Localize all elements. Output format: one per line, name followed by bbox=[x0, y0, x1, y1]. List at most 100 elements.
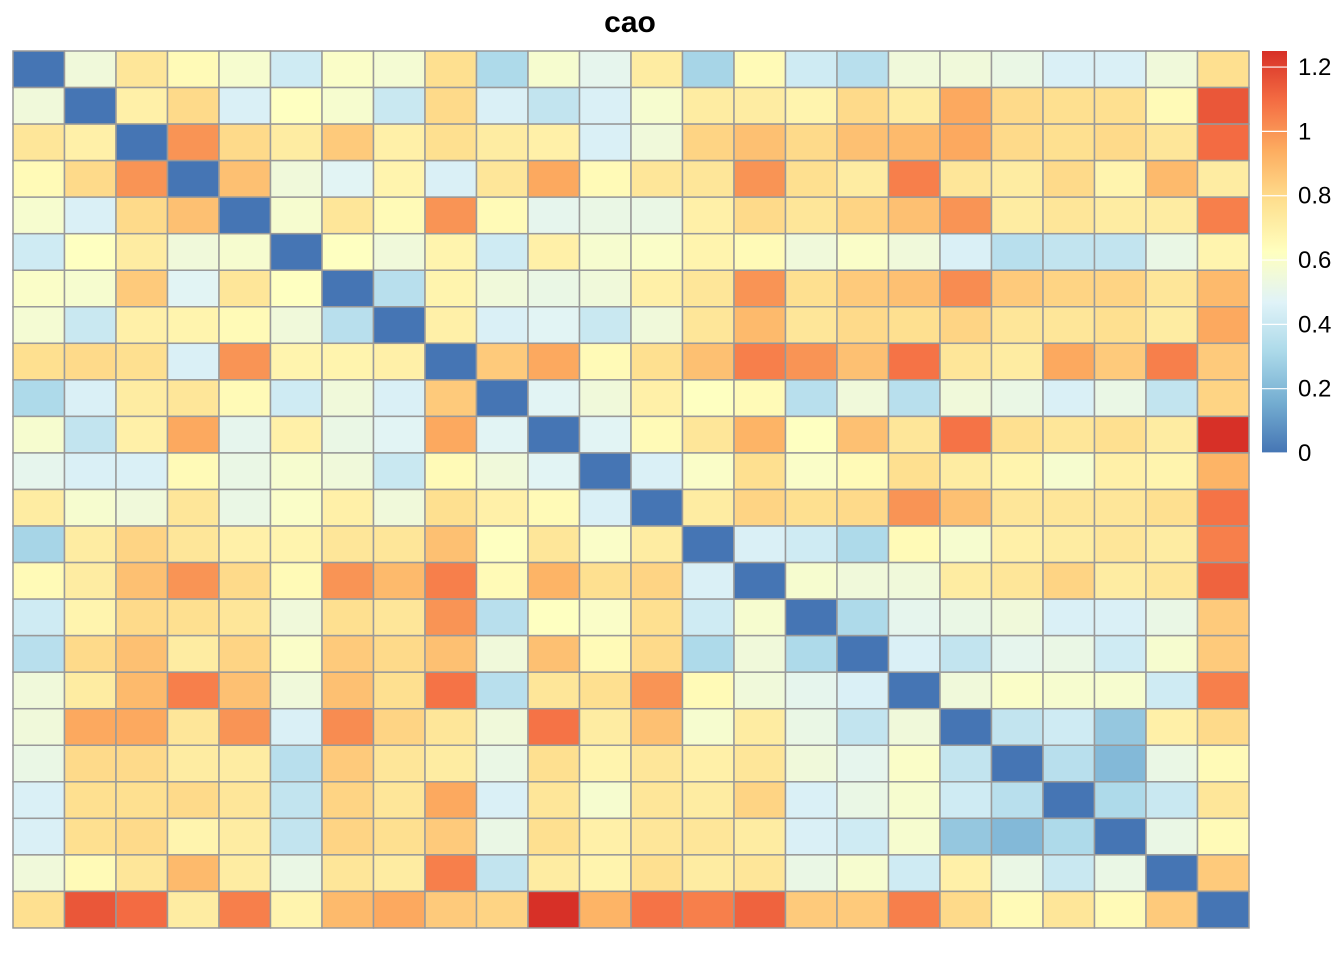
heatmap-cell-r7-c9 bbox=[475, 306, 529, 345]
heatmap-cell-r12-c1 bbox=[63, 488, 117, 527]
heatmap-cell-r1-c8 bbox=[424, 86, 478, 125]
heatmap-cell-r1-c23 bbox=[1196, 86, 1250, 125]
heatmap-cell-r17-c22 bbox=[1145, 671, 1199, 710]
heatmap-cell-r6-c16 bbox=[836, 269, 890, 308]
heatmap-cell-r12-c12 bbox=[630, 488, 684, 527]
heatmap-cell-r19-c5 bbox=[269, 744, 323, 783]
heatmap-cell-r22-c21 bbox=[1093, 854, 1147, 893]
heatmap-cell-r23-c15 bbox=[784, 890, 838, 929]
heatmap-cell-r20-c19 bbox=[990, 781, 1044, 820]
heatmap-cell-r20-c22 bbox=[1145, 781, 1199, 820]
heatmap-cell-r15-c21 bbox=[1093, 598, 1147, 637]
heatmap-cell-r8-c6 bbox=[321, 342, 375, 381]
heatmap-cell-r3-c17 bbox=[887, 159, 941, 198]
heatmap-cell-r23-c1 bbox=[63, 890, 117, 929]
heatmap-cell-r15-c18 bbox=[939, 598, 993, 637]
heatmap-cell-r15-c22 bbox=[1145, 598, 1199, 637]
heatmap-cell-r4-c17 bbox=[887, 196, 941, 235]
heatmap-cell-r17-c17 bbox=[887, 671, 941, 710]
heatmap-cell-r19-c20 bbox=[1042, 744, 1096, 783]
heatmap-cell-r22-c23 bbox=[1196, 854, 1250, 893]
heatmap-cell-r13-c15 bbox=[784, 525, 838, 564]
heatmap-cell-r6-c22 bbox=[1145, 269, 1199, 308]
colorbar-tick-label: 1 bbox=[1298, 118, 1311, 145]
heatmap-cell-r13-c10 bbox=[527, 525, 581, 564]
heatmap-cell-r6-c11 bbox=[578, 269, 632, 308]
colorbar-ticks: 0 0.2 0.4 0.6 0.8 1 1.2 bbox=[1262, 54, 1331, 467]
heatmap-cell-r14-c14 bbox=[733, 561, 787, 600]
heatmap-cell-r8-c1 bbox=[63, 342, 117, 381]
heatmap-cell-r14-c17 bbox=[887, 561, 941, 600]
heatmap-cell-r11-c14 bbox=[733, 452, 787, 491]
heatmap-cell-r20-c6 bbox=[321, 781, 375, 820]
heatmap-cell-r10-c22 bbox=[1145, 415, 1199, 454]
heatmap-cell-r18-c10 bbox=[527, 707, 581, 747]
heatmap-cell-r17-c6 bbox=[321, 671, 375, 710]
heatmap-cell-r15-c7 bbox=[372, 598, 426, 637]
heatmap-cell-r12-c13 bbox=[681, 488, 735, 527]
heatmap-cell-r17-c11 bbox=[578, 671, 632, 710]
heatmap-cell-r3-c0 bbox=[12, 159, 66, 198]
heatmap-cell-r16-c15 bbox=[784, 634, 838, 673]
heatmap-cell-r2-c23 bbox=[1196, 123, 1250, 162]
heatmap-cell-r3-c18 bbox=[939, 159, 993, 198]
heatmap-cell-r10-c8 bbox=[424, 415, 478, 454]
heatmap-cell-r15-c3 bbox=[166, 598, 220, 637]
heatmap-cell-r4-c19 bbox=[990, 196, 1044, 235]
heatmap-cell-r10-c13 bbox=[681, 415, 735, 454]
heatmap-cell-r6-c6 bbox=[321, 269, 375, 308]
heatmap-cell-r23-c21 bbox=[1093, 890, 1147, 929]
heatmap-cell-r0-c1 bbox=[63, 50, 117, 89]
heatmap-cell-r6-c13 bbox=[681, 269, 735, 308]
heatmap-cell-r10-c3 bbox=[166, 415, 220, 454]
heatmap-cell-r8-c11 bbox=[578, 342, 632, 381]
heatmap-cell-r17-c15 bbox=[784, 671, 838, 710]
heatmap-cell-r1-c1 bbox=[63, 86, 117, 125]
heatmap-cell-r15-c15 bbox=[784, 598, 838, 637]
heatmap-cell-r23-c2 bbox=[115, 890, 169, 929]
heatmap-cell-r12-c7 bbox=[372, 488, 426, 527]
heatmap-cell-r21-c13 bbox=[681, 817, 735, 856]
heatmap-cell-r14-c18 bbox=[939, 561, 993, 600]
heatmap-cell-r19-c12 bbox=[630, 744, 684, 783]
heatmap-cell-r23-c3 bbox=[166, 890, 220, 929]
heatmap-cell-r8-c5 bbox=[269, 342, 323, 381]
heatmap-cells bbox=[12, 50, 1250, 929]
heatmap-cell-r14-c3 bbox=[166, 561, 220, 600]
heatmap-cell-r7-c8 bbox=[424, 306, 478, 345]
heatmap-cell-r5-c6 bbox=[321, 232, 375, 271]
heatmap-cell-r22-c10 bbox=[527, 854, 581, 893]
heatmap-cell-r7-c2 bbox=[115, 306, 169, 345]
heatmap-cell-r18-c7 bbox=[372, 707, 426, 747]
heatmap-cell-r6-c9 bbox=[475, 269, 529, 308]
heatmap-cell-r18-c21 bbox=[1093, 707, 1147, 747]
heatmap-cell-r9-c1 bbox=[63, 379, 117, 418]
heatmap-cell-r9-c18 bbox=[939, 379, 993, 418]
heatmap-cell-r15-c9 bbox=[475, 598, 529, 637]
heatmap-cell-r21-c19 bbox=[990, 817, 1044, 856]
heatmap-cell-r18-c19 bbox=[990, 707, 1044, 747]
heatmap-cell-r10-c11 bbox=[578, 415, 632, 454]
heatmap-cell-r10-c4 bbox=[218, 415, 272, 454]
heatmap-cell-r14-c0 bbox=[12, 561, 66, 600]
heatmap-cell-r4-c20 bbox=[1042, 196, 1096, 235]
heatmap-cell-r8-c10 bbox=[527, 342, 581, 381]
heatmap-cell-r1-c16 bbox=[836, 86, 890, 125]
heatmap-cell-r1-c20 bbox=[1042, 86, 1096, 125]
heatmap-cell-r11-c8 bbox=[424, 452, 478, 491]
heatmap-cell-r6-c2 bbox=[115, 269, 169, 308]
heatmap-cell-r16-c9 bbox=[475, 634, 529, 673]
heatmap-cell-r8-c9 bbox=[475, 342, 529, 381]
heatmap-cell-r8-c14 bbox=[733, 342, 787, 381]
heatmap-cell-r14-c6 bbox=[321, 561, 375, 600]
heatmap-cell-r13-c4 bbox=[218, 525, 272, 564]
heatmap-cell-r15-c20 bbox=[1042, 598, 1096, 637]
heatmap-cell-r10-c19 bbox=[990, 415, 1044, 454]
colorbar bbox=[1262, 51, 1287, 453]
heatmap-cell-r11-c12 bbox=[630, 452, 684, 491]
heatmap-cell-r15-c17 bbox=[887, 598, 941, 637]
heatmap-cell-r1-c11 bbox=[578, 86, 632, 125]
heatmap-cell-r6-c14 bbox=[733, 269, 787, 308]
heatmap-cell-r0-c2 bbox=[115, 50, 169, 89]
chart-title: cao bbox=[604, 6, 656, 39]
